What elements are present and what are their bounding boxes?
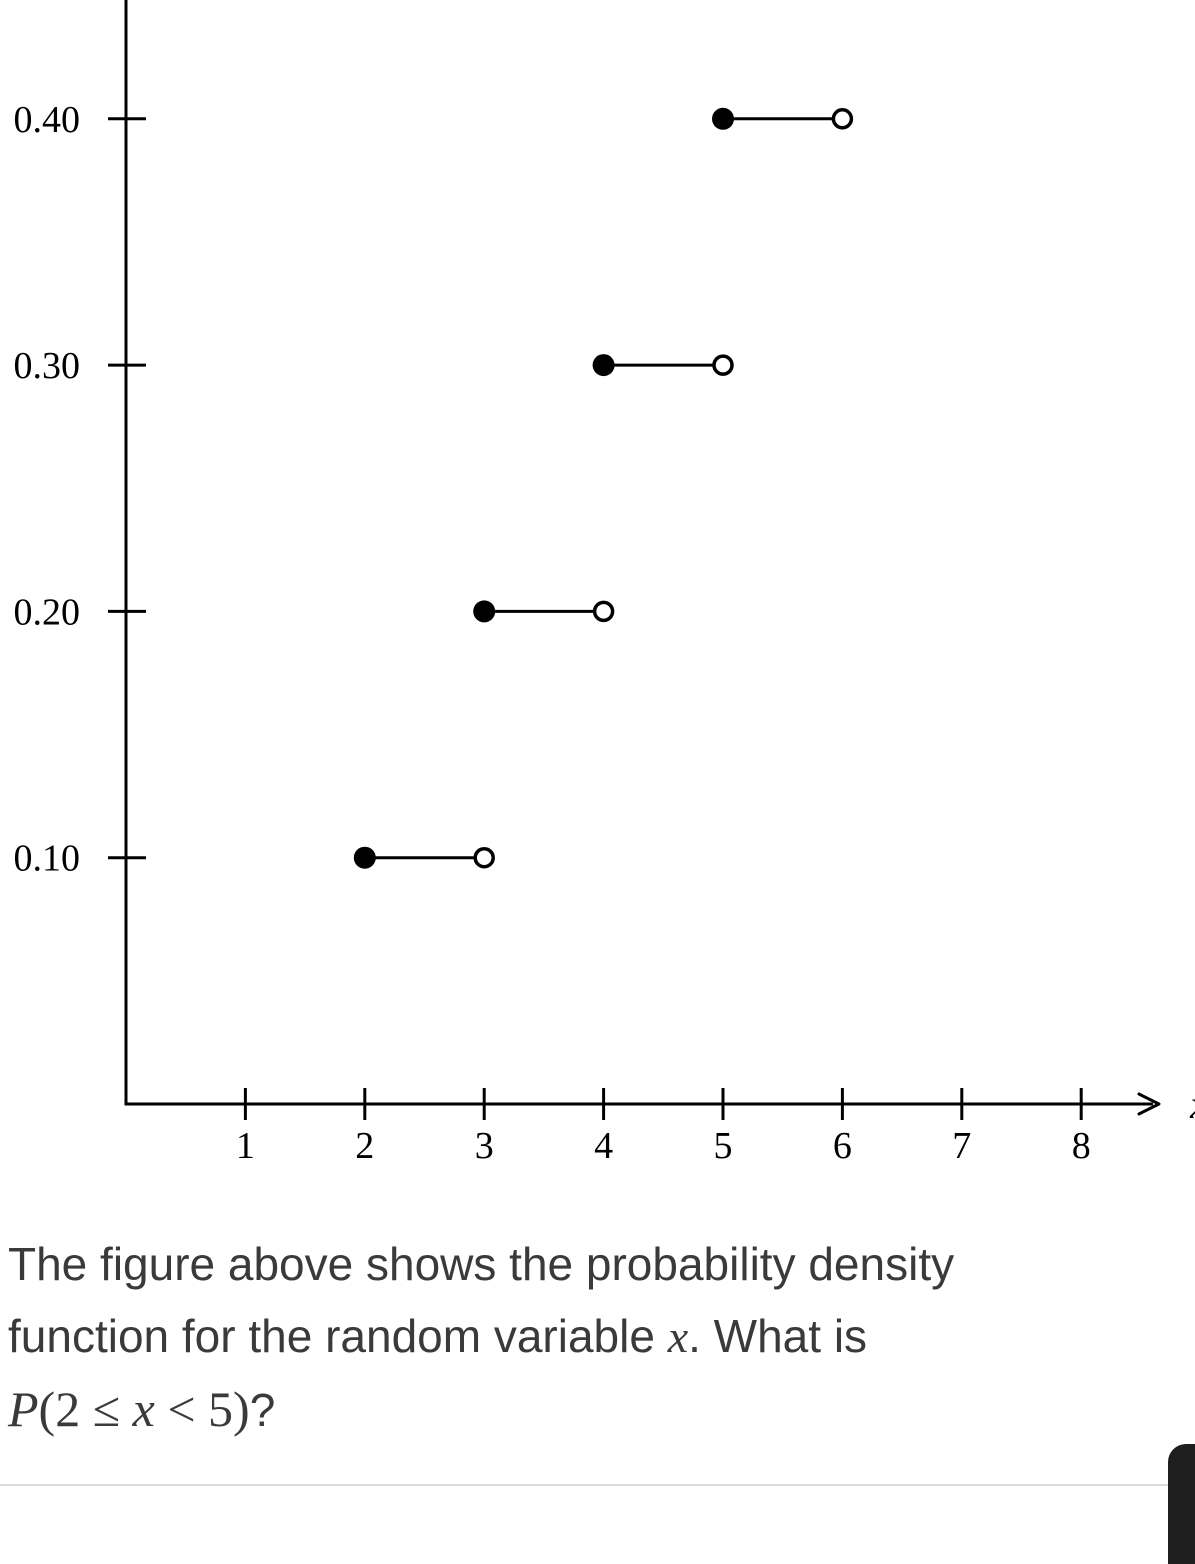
closed-endpoint [354, 847, 376, 869]
series [354, 108, 852, 869]
x-tick-label: 5 [714, 1125, 733, 1167]
side-panel-tab[interactable] [1168, 1444, 1195, 1564]
x-tick-label: 6 [833, 1125, 852, 1167]
expr-open: (2 ≤ [39, 1381, 133, 1437]
open-endpoint [714, 356, 732, 374]
x-tick-label: 7 [952, 1125, 971, 1167]
closed-endpoint [593, 354, 615, 376]
x-axis-title: x [1189, 1082, 1195, 1127]
question-mark: ? [250, 1384, 276, 1436]
expr-close: < 5) [155, 1381, 250, 1437]
y-tick-label: 0.30 [14, 345, 81, 387]
question-line2-suffix: . What is [688, 1310, 867, 1362]
x-tick-label: 1 [236, 1125, 255, 1167]
open-endpoint [595, 602, 613, 620]
pdf-chart: x 1 2 3 4 5 6 7 8 0.10 0.20 0.30 0.40 [0, 0, 1195, 1190]
probability-expression: P(2 ≤ x < 5) [8, 1381, 250, 1437]
closed-endpoint [473, 600, 495, 622]
ticks: 1 2 3 4 5 6 7 8 0.10 0.20 0.30 0.40 [14, 99, 1091, 1167]
x-tick-label: 3 [475, 1125, 494, 1167]
y-tick-label: 0.10 [14, 838, 81, 880]
expr-p: P [8, 1381, 39, 1437]
open-endpoint [833, 110, 851, 128]
closed-endpoint [712, 108, 734, 130]
question-line2-prefix: function for the random variable [8, 1310, 668, 1362]
y-tick-label: 0.20 [14, 591, 81, 633]
x-tick-label: 8 [1072, 1125, 1091, 1167]
expr-var: x [133, 1381, 155, 1437]
x-tick-label: 4 [594, 1125, 613, 1167]
axes: x [125, 0, 1195, 1127]
x-tick-label: 2 [355, 1125, 374, 1167]
open-endpoint [475, 849, 493, 867]
question-line1: The figure above shows the probability d… [8, 1238, 954, 1290]
question-text: The figure above shows the probability d… [8, 1228, 1118, 1446]
question-variable: x [668, 1311, 688, 1362]
y-tick-label: 0.40 [14, 99, 81, 141]
divider [0, 1484, 1195, 1486]
